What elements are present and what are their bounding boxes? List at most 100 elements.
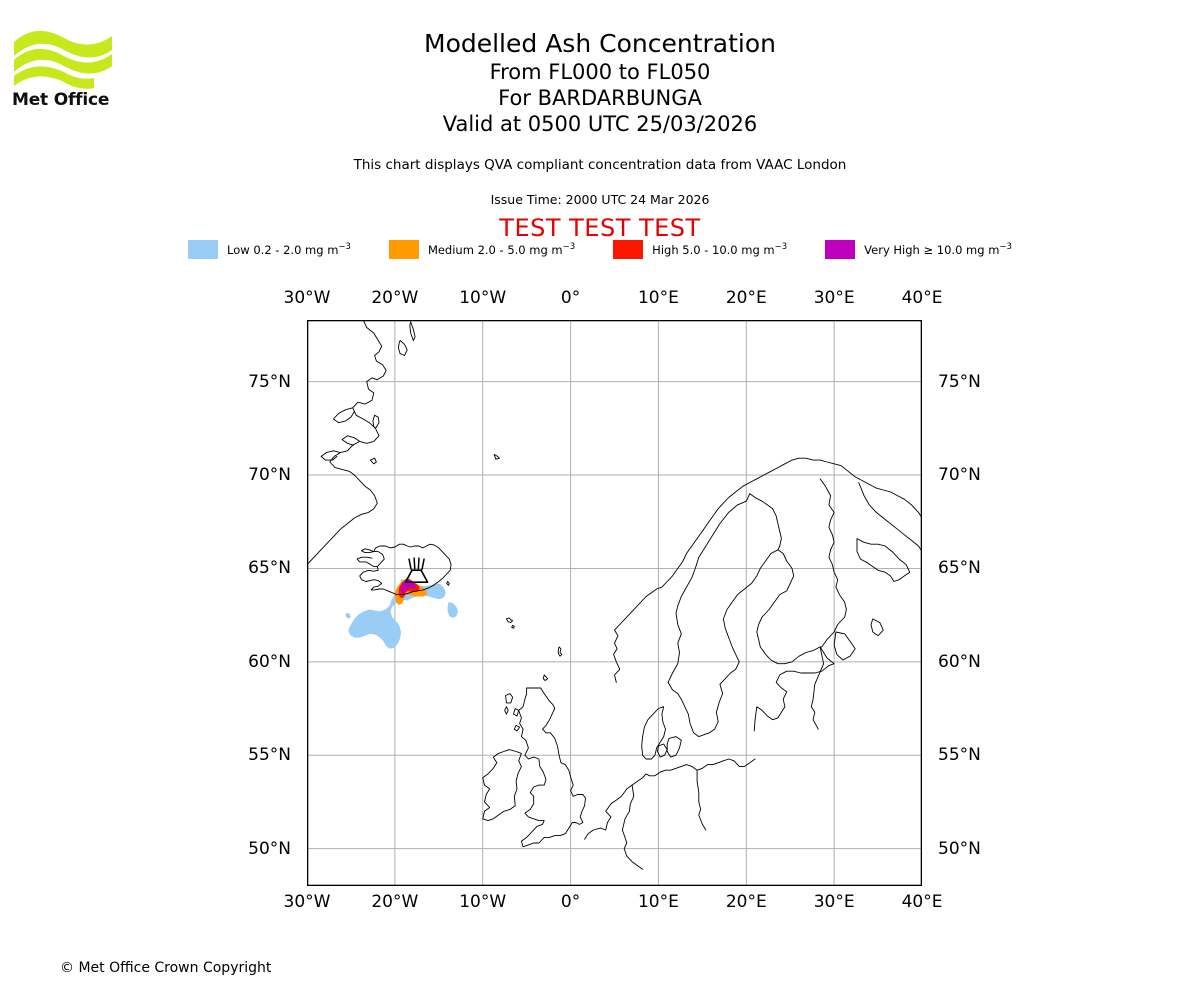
coastline-path [341, 435, 361, 446]
flight-level-subtitle: From FL000 to FL050 [489, 60, 711, 84]
coastline-path [397, 340, 408, 356]
coastline-path [482, 749, 522, 822]
coastline-path [858, 482, 922, 553]
legend-swatch-0 [188, 240, 219, 259]
longitude-tick-top-2: 10°W [459, 288, 507, 308]
longitude-axis-top: 30°W 20°W 10°W 0° 10°E 20°E 30°E 40°E [0, 288, 1200, 312]
latitude-tick-right-0: 50°N [938, 838, 981, 859]
coastline-path [511, 624, 515, 629]
coastline-path [369, 457, 377, 465]
longitude-tick-bottom-1: 20°W [371, 892, 419, 912]
coastlines [307, 320, 922, 870]
volcano-subtitle: For BARDARBUNGA [498, 86, 702, 110]
coastline-path [505, 617, 514, 624]
coastline-path [667, 493, 751, 683]
concentration-legend: Low 0.2 - 2.0 mg m−3 Medium 2.0 - 5.0 mg … [0, 240, 1200, 259]
legend-swatch-2 [613, 240, 644, 259]
copyright-footer: © Met Office Crown Copyright [60, 960, 272, 976]
latitude-tick-left-5: 75°N [248, 371, 291, 392]
longitude-tick-bottom-4: 10°E [637, 892, 679, 912]
coastline-path [361, 548, 375, 554]
longitude-tick-bottom-7: 40°E [901, 892, 943, 912]
volcano-glyph-stroke [404, 569, 429, 583]
page-title: Modelled Ash Concentration [424, 29, 776, 58]
qva-note: This chart displays QVA compliant concen… [353, 157, 847, 173]
coastline-path [613, 457, 922, 683]
coastline-path [372, 414, 380, 429]
issue-time: Issue Time: 2000 UTC 24 Mar 2026 [490, 192, 710, 207]
ash-plume-contours [345, 577, 459, 649]
longitude-tick-bottom-0: 30°W [283, 892, 331, 912]
coastline-path [446, 581, 450, 586]
coastline-path [307, 320, 387, 566]
coastline-path [870, 618, 884, 637]
ash-contour-low [348, 578, 446, 649]
coastline-path [749, 493, 782, 551]
coastline-path [605, 758, 756, 823]
ash-contour-very-high [400, 579, 416, 595]
longitude-tick-bottom-2: 10°W [459, 892, 507, 912]
coastline-path [641, 706, 666, 760]
longitude-tick-top-3: 0° [560, 288, 581, 308]
legend-swatch-3 [825, 240, 856, 259]
coastline-path [856, 538, 911, 582]
test-banner: TEST TEST TEST [499, 214, 701, 242]
legend-item-0: Low 0.2 - 2.0 mg m−3 [188, 240, 351, 259]
legend-label-3: Very High ≥ 10.0 mg m−3 [864, 242, 1012, 257]
coastline-path [621, 784, 635, 831]
latitude-axis-right: 50°N 55°N 60°N 65°N 70°N 75°N [929, 320, 1129, 886]
legend-item-2: High 5.0 - 10.0 mg m−3 [613, 240, 787, 259]
latitude-tick-right-4: 70°N [938, 465, 981, 486]
latitude-tick-left-4: 70°N [248, 465, 291, 486]
longitude-tick-bottom-5: 20°E [725, 892, 767, 912]
coastline-path [513, 708, 520, 717]
latitude-axis-left: 50°N 55°N 60°N 65°N 70°N 75°N [0, 320, 300, 886]
latitude-tick-left-3: 65°N [248, 558, 291, 579]
coastline-path [810, 646, 825, 730]
coastline-path [356, 543, 452, 596]
legend-label-1: Medium 2.0 - 5.0 mg m−3 [427, 242, 576, 257]
volcano-symbol-icon [404, 557, 429, 583]
latitude-tick-right-3: 65°N [938, 558, 981, 579]
longitude-axis-bottom: 30°W 20°W 10°W 0° 10°E 20°E 30°E 40°E [0, 892, 1200, 916]
longitude-tick-top-7: 40°E [901, 288, 943, 308]
coastline-path [621, 829, 644, 870]
legend-item-3: Very High ≥ 10.0 mg m−3 [825, 240, 1012, 259]
coastline-path [504, 706, 509, 715]
coastline-path [557, 646, 563, 657]
coastline-path [320, 450, 341, 461]
longitude-tick-top-1: 20°W [371, 288, 419, 308]
longitude-tick-bottom-3: 0° [560, 892, 581, 912]
coastline-path [667, 549, 835, 738]
met-office-logo [12, 26, 122, 108]
coastline-path [696, 769, 707, 831]
volcano-glyph-stroke [408, 558, 412, 570]
legend-label-2: High 5.0 - 10.0 mg m−3 [652, 242, 788, 257]
coastline-path [518, 687, 586, 848]
latitude-tick-left-0: 50°N [248, 838, 291, 859]
coastline-path [584, 822, 608, 840]
longitude-tick-top-4: 10°E [637, 288, 679, 308]
chart-title-block: Modelled Ash Concentration From FL000 to… [0, 28, 1200, 137]
coastline-path [332, 407, 355, 424]
latitude-tick-left-1: 55°N [248, 745, 291, 766]
map-gridlines [307, 320, 922, 886]
longitude-tick-top-5: 20°E [725, 288, 767, 308]
longitude-tick-top-0: 30°W [283, 288, 331, 308]
coastline-path [657, 743, 668, 758]
volcano-glyph-stroke [421, 558, 425, 570]
volcano-glyph-stroke [417, 557, 420, 570]
coastline-path [819, 478, 847, 648]
latitude-tick-left-2: 60°N [248, 651, 291, 672]
legend-item-1: Medium 2.0 - 5.0 mg m−3 [388, 240, 576, 259]
valid-time-subtitle: Valid at 0500 UTC 25/03/2026 [442, 112, 758, 136]
legend-label-0: Low 0.2 - 2.0 mg m−3 [227, 242, 351, 257]
met-office-logo-text: Met Office [12, 90, 110, 110]
coastline-path [833, 631, 856, 661]
coastline-path [409, 321, 416, 341]
volcano-glyph-stroke [413, 557, 416, 570]
ash-concentration-map[interactable] [307, 320, 922, 886]
ash-contour-low [345, 613, 351, 619]
coastline-path [505, 693, 514, 704]
longitude-tick-top-6: 30°E [813, 288, 855, 308]
